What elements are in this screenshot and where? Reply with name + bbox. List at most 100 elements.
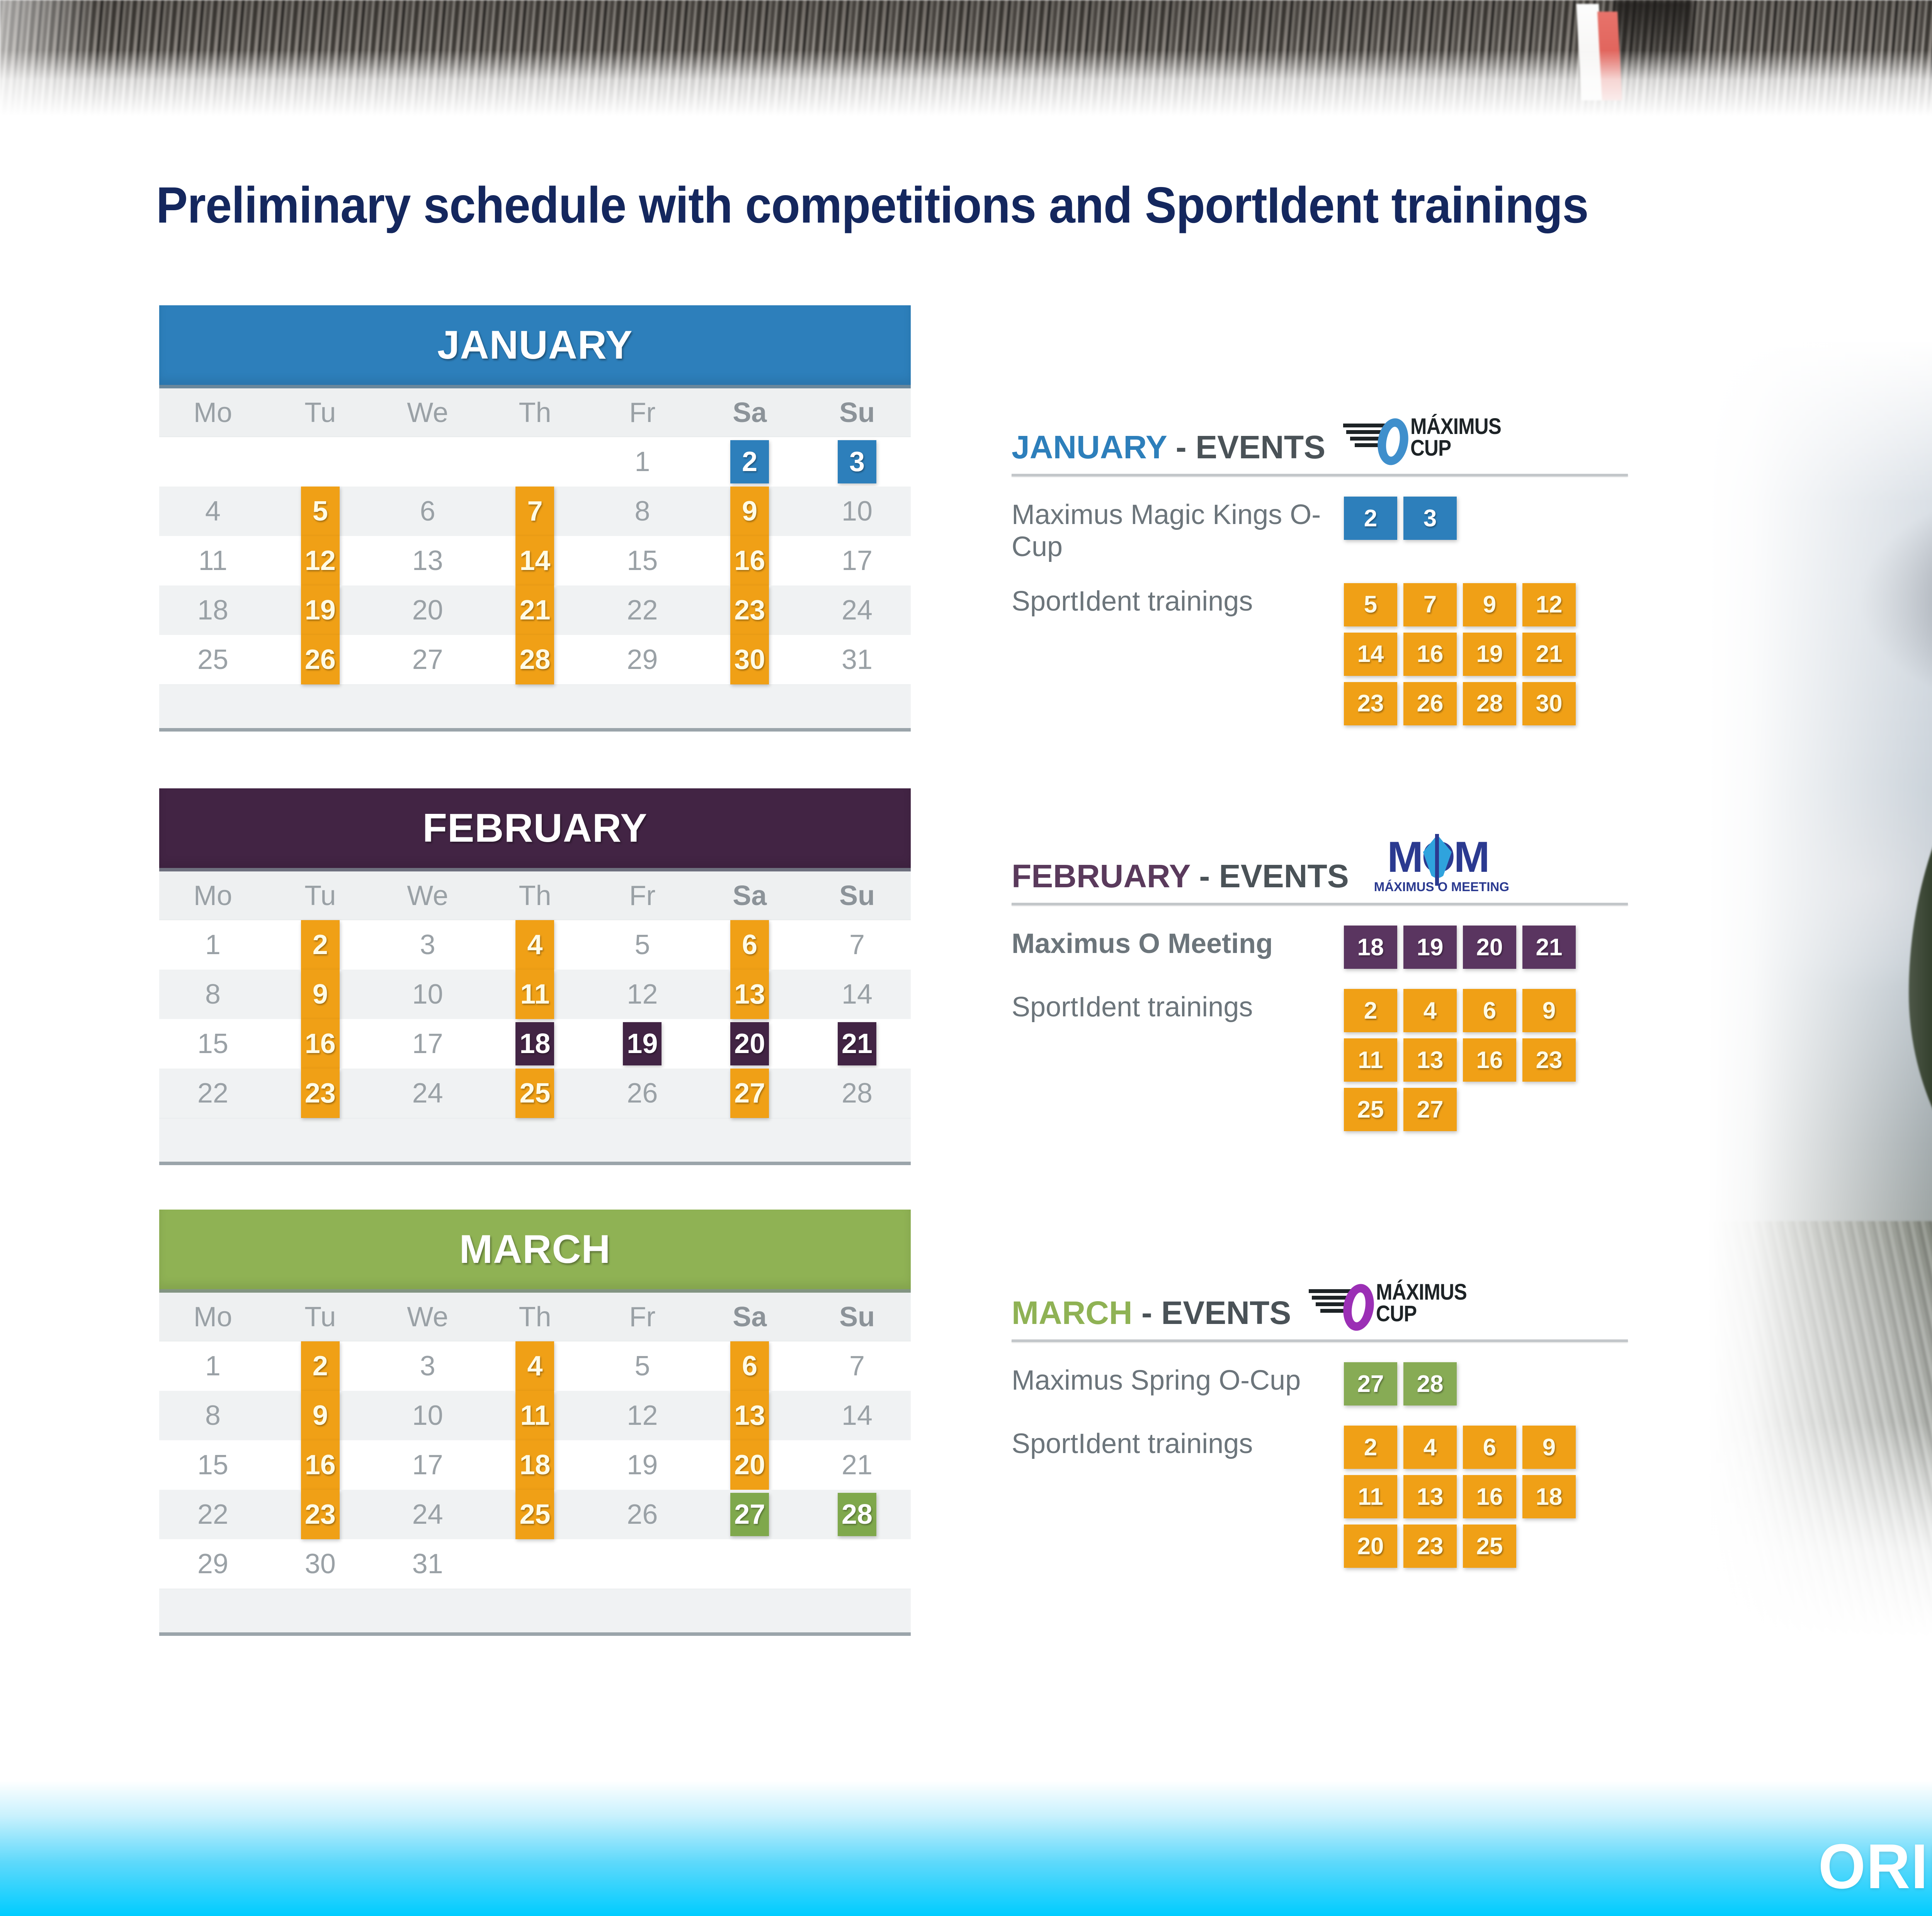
day-cell[interactable]: 15 — [627, 545, 658, 576]
day-cell[interactable]: 4 — [481, 920, 589, 970]
training-day-chip[interactable]: 5 — [301, 487, 340, 536]
day-cell[interactable]: 24 — [374, 1069, 481, 1118]
day-cell[interactable]: 16 — [696, 536, 803, 585]
day-cell[interactable]: 7 — [481, 487, 589, 536]
training-date-badge[interactable]: 2 — [1344, 1426, 1397, 1469]
day-cell[interactable]: 8 — [588, 487, 696, 536]
event-day-chip[interactable]: 21 — [838, 1022, 877, 1065]
training-day-chip[interactable]: 11 — [515, 970, 554, 1019]
training-date-badge[interactable]: 9 — [1522, 989, 1576, 1032]
day-cell[interactable]: 12 — [588, 970, 696, 1019]
day-cell[interactable]: 23 — [266, 1490, 374, 1539]
day-cell[interactable]: 4 — [159, 487, 267, 536]
training-date-badge[interactable]: 27 — [1403, 1088, 1457, 1131]
event-day-chip[interactable]: 18 — [515, 1022, 554, 1065]
training-date-badge[interactable]: 16 — [1463, 1475, 1516, 1518]
day-cell[interactable]: 2 — [267, 1341, 374, 1391]
training-day-chip[interactable]: 25 — [515, 1069, 554, 1118]
day-cell[interactable]: 4 — [481, 1341, 589, 1391]
training-day-chip[interactable]: 20 — [730, 1440, 769, 1490]
training-date-badge[interactable]: 13 — [1403, 1038, 1457, 1082]
day-cell[interactable]: 5 — [634, 1351, 650, 1382]
day-cell[interactable]: 14 — [481, 536, 589, 585]
training-day-chip[interactable]: 12 — [301, 536, 340, 585]
day-cell[interactable]: 30 — [304, 1548, 336, 1579]
training-date-badge[interactable]: 14 — [1344, 632, 1397, 676]
day-cell[interactable]: 6 — [696, 1341, 803, 1391]
training-day-chip[interactable]: 9 — [301, 1391, 340, 1440]
training-date-badge[interactable]: 25 — [1344, 1088, 1397, 1131]
training-day-chip[interactable]: 2 — [301, 1341, 340, 1391]
day-cell[interactable]: 27 — [696, 1490, 804, 1539]
day-cell[interactable]: 23 — [266, 1069, 374, 1118]
day-cell[interactable]: 29 — [627, 644, 658, 675]
training-date-badge[interactable]: 25 — [1463, 1525, 1516, 1568]
training-day-chip[interactable]: 14 — [515, 536, 554, 585]
training-day-chip[interactable]: 30 — [730, 635, 769, 684]
training-day-chip[interactable]: 21 — [515, 585, 554, 635]
day-cell[interactable]: 17 — [412, 1450, 443, 1480]
training-day-chip[interactable]: 13 — [730, 970, 769, 1019]
day-cell[interactable]: 8 — [159, 970, 267, 1019]
training-date-badge[interactable]: 5 — [1344, 583, 1397, 626]
event-date-badge[interactable]: 19 — [1403, 926, 1457, 969]
day-cell[interactable]: 19 — [627, 1450, 658, 1480]
day-cell[interactable]: 26 — [267, 635, 374, 684]
day-cell[interactable]: 21 — [481, 585, 589, 635]
day-cell[interactable]: 31 — [412, 1548, 443, 1579]
training-date-badge[interactable]: 19 — [1463, 632, 1516, 676]
day-cell[interactable]: 14 — [803, 970, 911, 1019]
training-day-chip[interactable]: 16 — [301, 1019, 340, 1069]
day-cell[interactable]: 10 — [803, 487, 911, 536]
day-cell[interactable]: 31 — [842, 644, 873, 675]
training-day-chip[interactable]: 2 — [301, 920, 340, 970]
day-cell[interactable]: 22 — [588, 585, 696, 635]
day-cell[interactable]: 10 — [374, 970, 481, 1019]
event-date-badge[interactable]: 21 — [1522, 926, 1576, 969]
day-cell[interactable]: 5 — [634, 929, 650, 960]
training-date-badge[interactable]: 7 — [1403, 583, 1457, 626]
day-cell[interactable]: 1 — [634, 446, 650, 477]
training-day-chip[interactable]: 6 — [730, 1341, 769, 1391]
day-cell[interactable]: 18 — [481, 1440, 589, 1490]
day-cell[interactable]: 17 — [842, 545, 873, 576]
training-day-chip[interactable]: 11 — [515, 1391, 554, 1440]
event-date-badge[interactable]: 27 — [1344, 1362, 1397, 1406]
training-day-chip[interactable]: 13 — [730, 1391, 769, 1440]
day-cell[interactable]: 3 — [803, 437, 911, 487]
day-cell[interactable]: 29 — [197, 1548, 228, 1579]
training-date-badge[interactable]: 9 — [1463, 583, 1516, 626]
training-day-chip[interactable]: 4 — [515, 920, 554, 970]
training-date-badge[interactable]: 11 — [1344, 1475, 1397, 1518]
day-cell[interactable]: 16 — [267, 1440, 374, 1490]
day-cell[interactable]: 25 — [481, 1069, 589, 1118]
day-cell[interactable]: 24 — [374, 1490, 481, 1539]
day-cell[interactable]: 21 — [842, 1450, 873, 1480]
day-cell[interactable]: 27 — [412, 644, 443, 675]
day-cell[interactable]: 25 — [197, 644, 228, 675]
day-cell[interactable]: 22 — [159, 1069, 267, 1118]
day-cell[interactable]: 9 — [266, 1391, 374, 1440]
training-date-badge[interactable]: 12 — [1522, 583, 1576, 626]
event-day-chip[interactable]: 3 — [838, 440, 877, 483]
day-cell[interactable]: 17 — [412, 1028, 443, 1059]
day-cell[interactable]: 5 — [266, 487, 374, 536]
training-date-badge[interactable]: 11 — [1344, 1038, 1397, 1082]
training-date-badge[interactable]: 26 — [1403, 682, 1457, 725]
day-cell[interactable]: 3 — [420, 1351, 435, 1382]
day-cell[interactable]: 25 — [481, 1490, 589, 1539]
day-cell[interactable]: 19 — [266, 585, 374, 635]
day-cell[interactable]: 11 — [198, 545, 228, 576]
day-cell[interactable]: 13 — [412, 545, 443, 576]
day-cell[interactable]: 28 — [803, 1490, 911, 1539]
event-date-badge[interactable]: 20 — [1463, 926, 1516, 969]
day-cell[interactable]: 19 — [588, 1019, 696, 1069]
day-cell[interactable]: 10 — [374, 1391, 481, 1440]
training-date-badge[interactable]: 6 — [1463, 1426, 1516, 1469]
event-day-chip[interactable]: 19 — [623, 1022, 662, 1065]
training-date-badge[interactable]: 18 — [1522, 1475, 1576, 1518]
training-day-chip[interactable]: 6 — [730, 920, 769, 970]
day-cell[interactable]: 8 — [159, 1391, 267, 1440]
day-cell[interactable]: 15 — [197, 1450, 228, 1480]
day-cell[interactable]: 18 — [481, 1019, 589, 1069]
